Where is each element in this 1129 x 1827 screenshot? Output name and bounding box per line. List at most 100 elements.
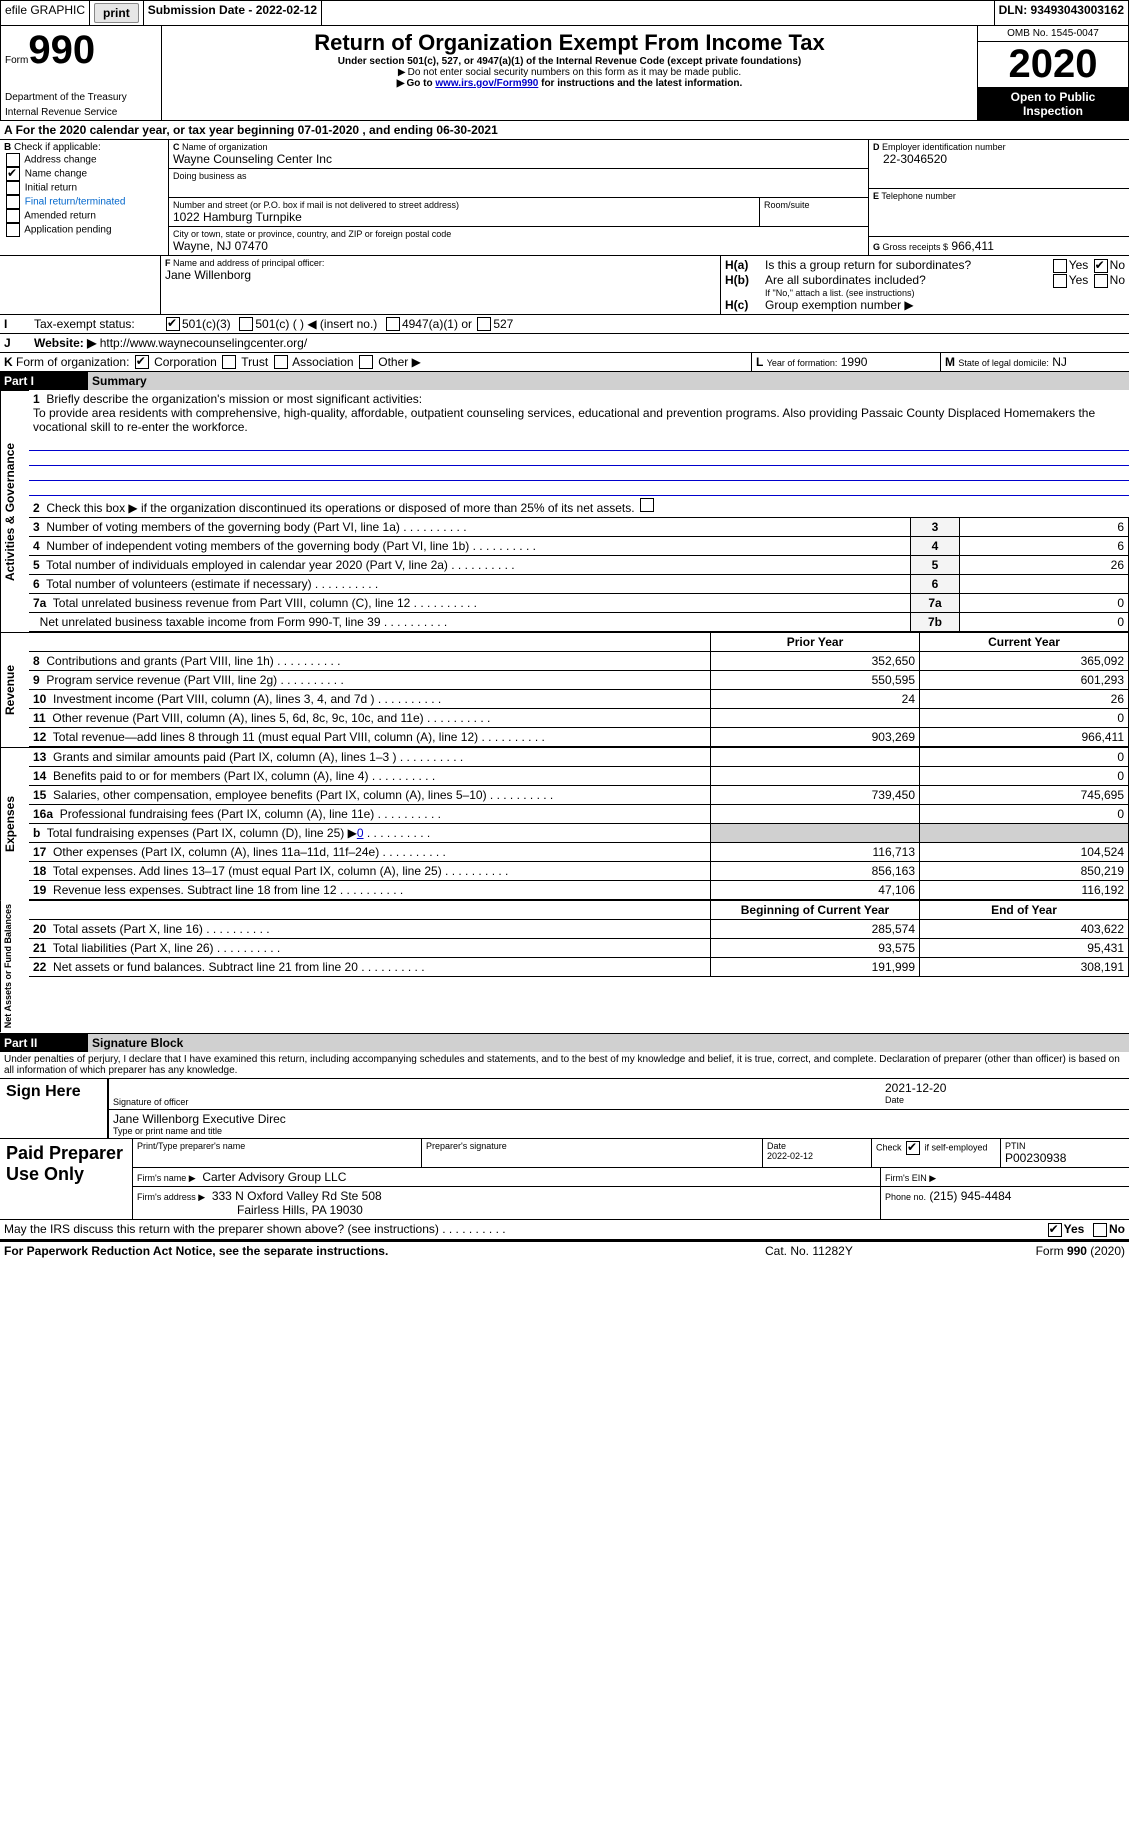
note-ssn: Do not enter social security numbers on … [408,67,741,78]
table-row: b Total fundraising expenses (Part IX, c… [29,824,1129,843]
cb-527[interactable] [477,317,491,331]
table-row: 4 Number of independent voting members o… [29,537,1129,556]
table-row: 19 Revenue less expenses. Subtract line … [29,881,1129,900]
ptin: P00230938 [1005,1151,1125,1165]
footer: For Paperwork Reduction Act Notice, see … [0,1240,1129,1260]
table-row: 3 Number of voting members of the govern… [29,518,1129,537]
cb-amended[interactable] [6,209,20,223]
cb-hb-no[interactable] [1094,274,1108,288]
firm-name: Carter Advisory Group LLC [202,1170,346,1184]
org-address: 1022 Hamburg Turnpike [173,210,755,224]
table-row: 20 Total assets (Part X, line 16) 285,57… [29,920,1129,939]
sign-here-block: Sign Here Signature of officer 2021-12-2… [0,1079,1129,1139]
state-domicile: NJ [1052,355,1067,369]
dln: DLN: 93493043003162 [994,1,1128,25]
table-row: 8 Contributions and grants (Part VIII, l… [29,652,1129,671]
prep-date: 2022-02-12 [767,1151,867,1161]
box-f: F Name and address of principal officer:… [161,256,720,314]
form-header: Form990 Department of the Treasury Inter… [0,26,1129,121]
cb-501c-other[interactable] [239,317,253,331]
dept-irs: Internal Revenue Service [1,105,161,120]
cb-ha-yes[interactable] [1053,259,1067,273]
cb-discontinued[interactable] [640,498,654,512]
form-title: Return of Organization Exempt From Incom… [168,30,971,56]
side-governance: Activities & Governance [0,390,29,632]
form-subtitle: Under section 501(c), 527, or 4947(a)(1)… [168,56,971,67]
efile-label: efile GRAPHIC [1,1,90,25]
officer-group-block: F Name and address of principal officer:… [0,256,1129,315]
firm-addr1: 333 N Oxford Valley Rd Ste 508 [212,1189,382,1203]
org-city: Wayne, NJ 07470 [173,239,864,253]
topbar: efile GRAPHIC print Submission Date - 20… [0,0,1129,26]
cb-addr-change[interactable] [6,153,20,167]
dept-treasury: Department of the Treasury [1,90,161,105]
form-word: Form [5,55,28,66]
box-i: I Tax-exempt status: 501(c)(3) 501(c) ( … [0,315,1129,334]
box-j: J Website: ▶ http://www.waynecounselingc… [0,334,1129,353]
entity-block: B Check if applicable: Address change Na… [0,140,1129,256]
officer-printed: Jane Willenborg Executive Direc [113,1112,1125,1126]
officer-name: Jane Willenborg [165,268,716,282]
box-h: H(a) Is this a group return for subordin… [720,256,1129,314]
table-row: 10 Investment income (Part VIII, column … [29,690,1129,709]
cb-corp[interactable] [135,355,149,369]
box-b: B Check if applicable: Address change Na… [0,140,169,255]
side-revenue: Revenue [0,632,29,747]
box-klm: K Form of organization: Corporation Trus… [0,353,1129,373]
table-row: 22 Net assets or fund balances. Subtract… [29,958,1129,977]
table-row: 13 Grants and similar amounts paid (Part… [29,748,1129,767]
print-button-wrap: print [90,1,144,25]
cb-other-org[interactable] [359,355,373,369]
cb-self-employed[interactable] [906,1141,920,1155]
omb-number: OMB No. 1545-0047 [978,26,1128,42]
table-row: 9 Program service revenue (Part VIII, li… [29,671,1129,690]
sig-date: 2021-12-20 [885,1081,1125,1095]
side-expenses: Expenses [0,747,29,900]
open-to-public: Open to Public Inspection [978,88,1128,120]
print-button[interactable]: print [94,3,139,23]
gov-table: 3 Number of voting members of the govern… [29,517,1129,632]
cb-app-pending[interactable] [6,223,20,237]
paid-preparer-block: Paid Preparer Use Only Print/Type prepar… [0,1139,1129,1220]
table-row: 11 Other revenue (Part VIII, column (A),… [29,709,1129,728]
box-deg: D Employer identification number 22-3046… [868,140,1129,255]
table-row: 5 Total number of individuals employed i… [29,556,1129,575]
part-ii-header: Part II Signature Block [0,1034,1129,1052]
cb-name-change[interactable] [6,167,20,181]
perjury-declaration: Under penalties of perjury, I declare th… [0,1052,1129,1079]
cb-discuss-no[interactable] [1093,1223,1107,1237]
form-number: 990 [28,28,95,72]
org-name: Wayne Counseling Center Inc [173,152,864,166]
period-line-a: A For the 2020 calendar year, or tax yea… [0,121,1129,140]
box-c: C Name of organization Wayne Counseling … [169,140,868,255]
cb-discuss-yes[interactable] [1048,1223,1062,1237]
website-url: http://www.waynecounselingcenter.org/ [100,336,307,350]
firm-addr2: Fairless Hills, PA 19030 [137,1203,363,1217]
netassets-table: Beginning of Current Year End of Year20 … [29,900,1129,977]
table-row: 16a Professional fundraising fees (Part … [29,805,1129,824]
mission-text: To provide area residents with comprehen… [33,406,1095,434]
table-row: Net unrelated business taxable income fr… [29,613,1129,632]
table-row: 6 Total number of volunteers (estimate i… [29,575,1129,594]
cb-initial-return[interactable] [6,181,20,195]
cb-501c3[interactable] [166,317,180,331]
gross-receipts: 966,411 [951,239,994,253]
submission-date: Submission Date - 2022-02-12 [144,1,322,25]
instructions-link[interactable]: www.irs.gov/Form990 [435,78,538,89]
table-row: 21 Total liabilities (Part X, line 26) 9… [29,939,1129,958]
expenses-table: 13 Grants and similar amounts paid (Part… [29,747,1129,900]
table-row: 14 Benefits paid to or for members (Part… [29,767,1129,786]
cb-ha-no[interactable] [1094,259,1108,273]
cb-hb-yes[interactable] [1053,274,1067,288]
table-row: 7a Total unrelated business revenue from… [29,594,1129,613]
table-row: 17 Other expenses (Part IX, column (A), … [29,843,1129,862]
part-i-body: Activities & Governance 1 Briefly descri… [0,390,1129,632]
cb-trust[interactable] [222,355,236,369]
cb-final-return[interactable] [6,195,20,209]
side-netassets: Net Assets or Fund Balances [0,900,29,1032]
firm-phone: (215) 945-4484 [929,1189,1011,1203]
cb-assoc[interactable] [274,355,288,369]
cb-4947a1[interactable] [386,317,400,331]
discuss-row: May the IRS discuss this return with the… [0,1220,1129,1240]
mission-line [29,436,1129,451]
